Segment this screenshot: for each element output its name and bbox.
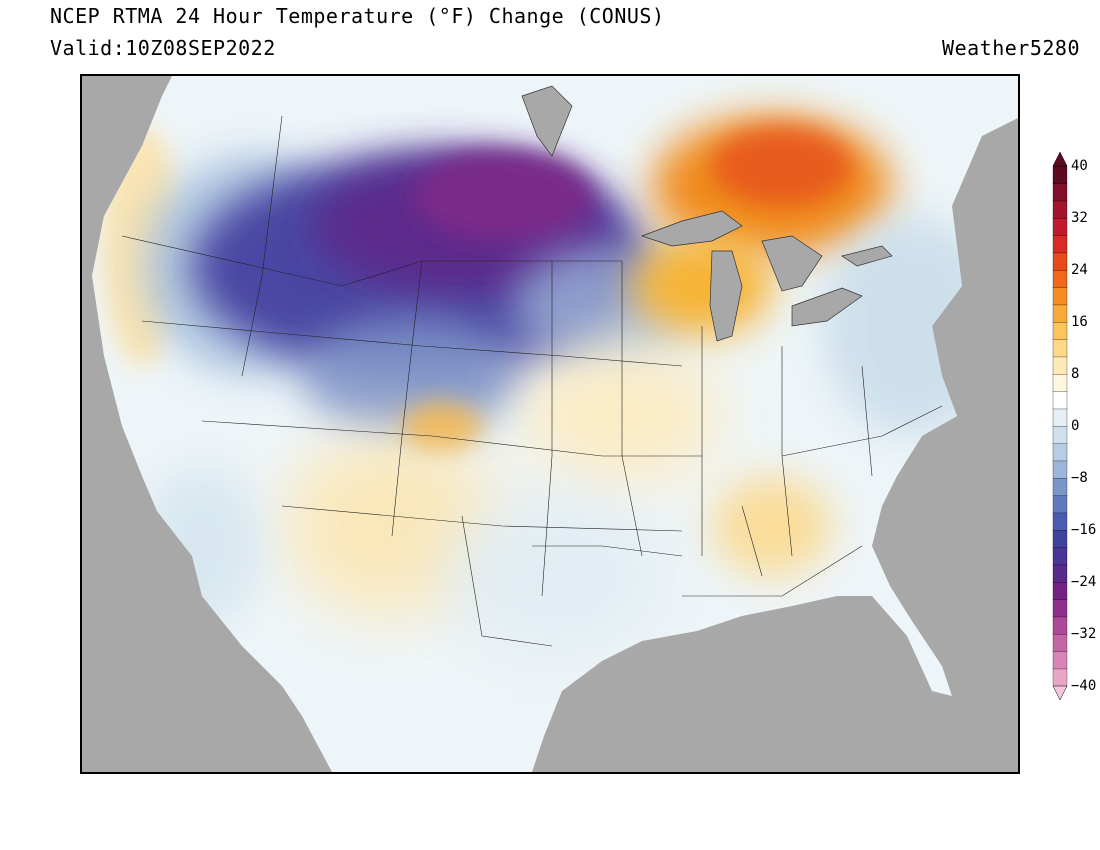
legend-swatch <box>1052 495 1068 514</box>
legend-arrow-min <box>1052 685 1068 701</box>
state-borders <box>121 115 943 647</box>
map-panel <box>80 74 1020 774</box>
legend-swatch <box>1052 668 1068 687</box>
page-title: NCEP RTMA 24 Hour Temperature (°F) Chang… <box>50 4 665 28</box>
legend-swatch <box>1052 425 1068 444</box>
credit-label: Weather5280 <box>942 36 1080 60</box>
legend-tick-label: 24 <box>1071 262 1088 278</box>
legend-tick-label: 8 <box>1071 366 1080 382</box>
color-scale-bar <box>1052 151 1068 701</box>
legend-swatch <box>1052 408 1068 427</box>
legend-swatch <box>1052 599 1068 618</box>
legend-tick-label: 40 <box>1071 158 1088 174</box>
legend-swatch <box>1052 373 1068 392</box>
legend-swatch <box>1052 443 1068 462</box>
color-scale-legend <box>1052 151 1068 701</box>
legend-swatch <box>1052 477 1068 496</box>
legend-swatch <box>1052 269 1068 288</box>
legend-tick-label: 32 <box>1071 210 1088 226</box>
legend-swatch <box>1052 547 1068 566</box>
legend-tick-label: −24 <box>1071 574 1097 590</box>
legend-tick-label: −40 <box>1071 678 1097 694</box>
legend-swatch <box>1052 616 1068 635</box>
legend-swatch <box>1052 633 1068 652</box>
conus-map <box>82 76 1018 772</box>
legend-swatch <box>1052 304 1068 323</box>
valid-time: Valid:10Z08SEP2022 <box>50 36 276 60</box>
legend-tick-label: −8 <box>1071 470 1088 486</box>
legend-swatch <box>1052 165 1068 184</box>
legend-swatch <box>1052 339 1068 358</box>
legend-tick-label: −32 <box>1071 626 1097 642</box>
legend-swatch <box>1052 356 1068 375</box>
legend-swatch <box>1052 460 1068 479</box>
legend-tick-label: 16 <box>1071 314 1088 330</box>
legend-tick-label: 0 <box>1071 418 1080 434</box>
legend-swatch <box>1052 581 1068 600</box>
legend-arrow-max <box>1052 151 1068 167</box>
legend-swatch <box>1052 252 1068 271</box>
legend-swatch <box>1052 200 1068 219</box>
legend-swatch <box>1052 217 1068 236</box>
legend-swatch <box>1052 183 1068 202</box>
legend-swatch <box>1052 235 1068 254</box>
legend-swatch <box>1052 651 1068 670</box>
legend-swatch <box>1052 391 1068 410</box>
legend-swatch <box>1052 287 1068 306</box>
legend-tick-label: −16 <box>1071 522 1097 538</box>
legend-swatch <box>1052 529 1068 548</box>
legend-swatch <box>1052 564 1068 583</box>
great-lakes <box>521 85 893 342</box>
legend-swatch <box>1052 512 1068 531</box>
legend-swatch <box>1052 321 1068 340</box>
